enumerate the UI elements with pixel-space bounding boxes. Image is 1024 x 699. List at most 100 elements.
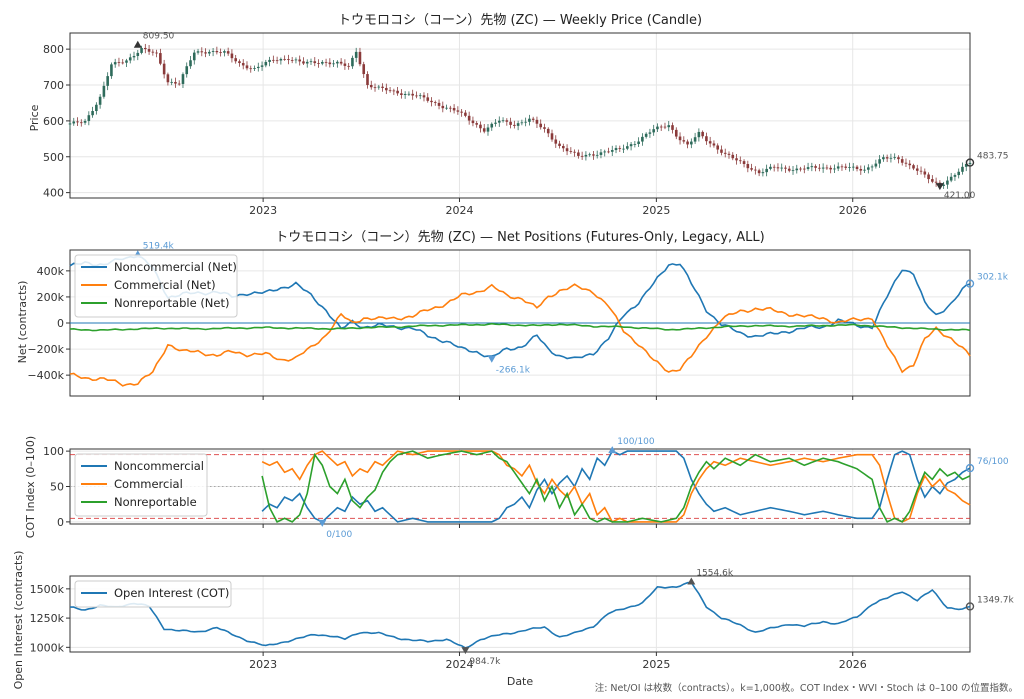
candle-body (904, 162, 908, 164)
candle-body (885, 157, 889, 159)
price-low-marker (935, 183, 944, 191)
legend-label: Commercial (Net) (114, 278, 216, 292)
candle-body (238, 61, 241, 64)
candle-body (162, 63, 166, 75)
candle-body (626, 146, 629, 149)
candle-body (110, 64, 113, 77)
legend-box (74, 453, 208, 517)
x-tick-label: 2023 (249, 204, 277, 217)
last-value-marker (965, 279, 975, 288)
candle-body (735, 158, 738, 161)
candle-body (317, 63, 320, 64)
candle-body (388, 90, 392, 92)
y-tick-label: 1250k (30, 612, 65, 625)
candle-body (573, 151, 576, 153)
candle-body (302, 61, 305, 64)
net-y-axis-label: Net (contracts) (16, 281, 29, 364)
candle-body (479, 124, 482, 129)
candle-body (577, 152, 580, 156)
candle-body (667, 125, 671, 128)
candle-body (569, 151, 573, 152)
candle-body (113, 62, 117, 65)
candle-body (690, 141, 693, 145)
candle-body (275, 60, 279, 62)
candle-body (780, 167, 784, 169)
candle-body (482, 128, 486, 132)
candle-body (253, 68, 256, 69)
candle-body (400, 93, 403, 95)
candle-body (264, 61, 268, 66)
x-tick-label: 2024 (445, 658, 473, 671)
candle-body (697, 131, 701, 138)
candle-body (136, 52, 140, 56)
candle-body (170, 81, 173, 83)
candle-body (588, 154, 591, 156)
candle-body (215, 50, 219, 53)
candle-body (848, 167, 851, 168)
candle-body (825, 167, 829, 169)
candle-body (351, 57, 354, 67)
candle-body (882, 157, 885, 160)
candle-body (863, 169, 866, 171)
candle-body (321, 61, 324, 64)
cot-y-axis-label: COT Index (0–100) (24, 436, 37, 538)
legend: Noncommercial Commercial Nonreportable (74, 453, 208, 517)
candle-body (177, 83, 181, 85)
candle-body (256, 66, 260, 69)
min-marker (487, 355, 496, 363)
candle-body (211, 50, 215, 52)
candle-body (528, 118, 531, 122)
candle-body (927, 174, 930, 180)
candle-body (659, 126, 663, 128)
net-chart-title: トウモロコシ（コーン）先物 (ZC) — Net Positions (Futu… (275, 230, 764, 245)
candle-body (128, 57, 132, 61)
candle-body (738, 160, 742, 162)
y-tick-label: 0 (57, 516, 64, 529)
series-line (261, 450, 971, 523)
candle-body (897, 157, 900, 160)
candle-body (98, 96, 102, 105)
candle-body (919, 170, 923, 172)
candle-body (298, 59, 302, 62)
candle-body (957, 171, 961, 176)
candle-body (426, 97, 430, 101)
candle-body (283, 58, 286, 60)
candle-body (614, 148, 618, 151)
candle-body (366, 74, 369, 86)
candle-body (91, 111, 94, 116)
candle-body (196, 51, 200, 53)
candle-body (833, 168, 836, 170)
candle-body (964, 163, 968, 167)
candle-body (693, 137, 697, 142)
candle-body (550, 133, 554, 140)
candle-body (106, 76, 109, 86)
candle-body (272, 59, 275, 61)
candle-body (151, 51, 155, 53)
candle-body (942, 184, 945, 186)
last-value-label: 302.1k (977, 273, 1009, 283)
x-tick-label: 2023 (249, 658, 277, 671)
candle-body (814, 166, 817, 168)
candle-body (787, 168, 791, 171)
candle-body (810, 166, 814, 168)
candle-body (516, 123, 520, 126)
candle-body (878, 159, 881, 164)
candle-body (490, 123, 494, 128)
candle-body (607, 151, 610, 153)
candle-body (580, 155, 584, 157)
max-marker (608, 446, 617, 454)
candle-body (535, 119, 539, 124)
candle-body (765, 168, 768, 173)
candle-body (79, 122, 83, 124)
candle-body (76, 121, 79, 123)
candle-body (385, 87, 388, 91)
candle-body (509, 121, 512, 125)
candle-body (336, 61, 339, 64)
candle-body (208, 51, 211, 54)
candle-body (889, 157, 893, 159)
candle-body (121, 62, 125, 64)
candle-body (855, 166, 859, 170)
candle-body (497, 120, 501, 123)
